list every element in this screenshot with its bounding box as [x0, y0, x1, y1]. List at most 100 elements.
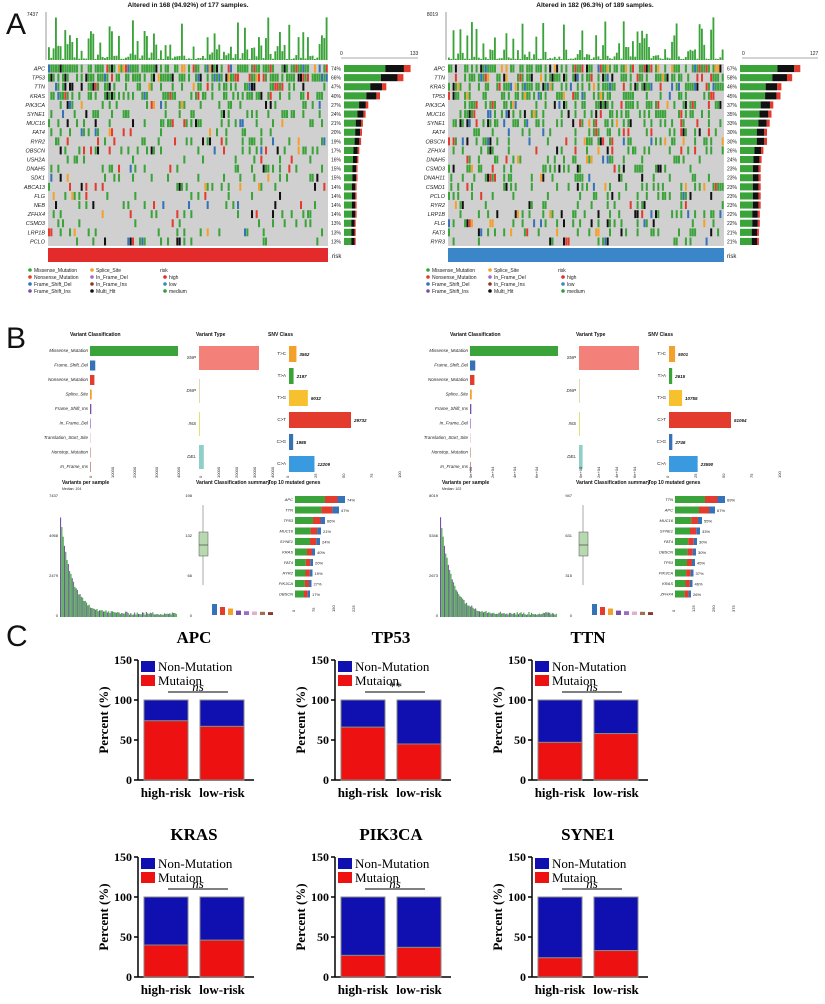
vcs-tick: 66 — [188, 573, 193, 578]
vt-tick: 4e+04 — [614, 466, 619, 478]
vps-bar — [74, 586, 76, 617]
mutation-cell — [648, 110, 651, 118]
mutation-cell — [57, 73, 60, 82]
vps-bar — [540, 614, 542, 617]
vc-label: In_Frame_Ins — [440, 464, 469, 469]
tmb-bar — [223, 51, 225, 60]
mutation-cell — [512, 219, 515, 228]
side-bar-segment — [752, 192, 759, 200]
mutation-cell — [143, 64, 146, 73]
vps-bar — [128, 614, 130, 617]
tmb-bar — [606, 55, 609, 60]
gene-label: KRAS — [430, 85, 445, 91]
vt-bar — [199, 412, 200, 436]
mutation-cell — [316, 146, 319, 155]
mutation-cell — [588, 137, 591, 146]
vps-bar — [114, 612, 116, 617]
mutation-cell — [666, 101, 669, 109]
mutation-cell — [225, 201, 228, 209]
side-bar-segment — [757, 210, 760, 218]
vc-label: In_Frame_Del — [59, 421, 89, 426]
side-bar-segment — [740, 228, 752, 236]
mutation-cell — [618, 164, 621, 173]
mutation-cell — [153, 101, 156, 109]
mutation-cell — [141, 64, 144, 73]
mutation-cell — [510, 82, 513, 91]
mutation-cell — [62, 110, 65, 118]
mutation-cell — [87, 64, 90, 73]
mutation-cell — [620, 73, 623, 82]
side-bars — [740, 65, 801, 245]
tmb-bar — [707, 58, 710, 60]
tmb-bar — [475, 28, 478, 60]
vps-bar — [76, 589, 78, 617]
y-tick-label: 0 — [126, 773, 132, 787]
vps-bar — [451, 579, 453, 617]
top-bar — [305, 559, 311, 566]
mutation-cell — [176, 228, 179, 237]
vps-bar — [488, 612, 490, 617]
top-bar — [332, 506, 339, 514]
mutation-cell — [286, 73, 289, 82]
mutation-cell — [318, 110, 321, 118]
mutation-cell — [581, 73, 584, 82]
mutation-cell — [507, 146, 510, 155]
side-bar-segment — [758, 183, 761, 191]
tmb-bar — [597, 56, 600, 60]
gene-percent: 22% — [727, 212, 738, 218]
mutation-cell — [717, 228, 720, 237]
vt-bar — [199, 445, 204, 469]
mutation-cell — [106, 82, 109, 91]
side-bar-segment — [355, 192, 357, 200]
tmb-bar — [698, 24, 701, 60]
gene-label: RYR3 — [431, 239, 446, 245]
mutation-cell — [710, 192, 713, 200]
mutation-cell — [549, 64, 552, 73]
mutation-cell — [684, 128, 687, 137]
vc-tick: 20000 — [132, 466, 137, 478]
mutation-cell — [269, 82, 272, 91]
mutation-cell — [530, 182, 533, 191]
mutation-cell — [620, 228, 623, 237]
tmb-bar — [76, 37, 78, 60]
y-tick-label: 50 — [120, 733, 132, 747]
side-bar-segment — [352, 165, 357, 173]
side-bar-segment — [382, 83, 387, 91]
mutation-cell — [178, 182, 181, 191]
vc-bar — [470, 375, 475, 385]
mutation-cell — [528, 64, 531, 73]
mutation-cell — [657, 64, 660, 73]
mutation-cell — [234, 119, 237, 128]
side-bar-segment — [356, 174, 358, 182]
mutation-cell — [218, 101, 221, 109]
vps-bar — [118, 612, 120, 617]
mutation-cell — [668, 128, 671, 137]
maf-summary-right: Variant ClassificationMissense_MutationF… — [424, 332, 782, 618]
mutation-cell — [125, 73, 128, 82]
mutation-cell — [50, 110, 53, 118]
vps-bar — [104, 611, 106, 617]
mutation-cell — [595, 128, 598, 137]
mutation-cell — [680, 192, 683, 200]
vps-bar — [533, 614, 535, 617]
mutation-cell — [625, 110, 628, 118]
mutation-cell — [473, 128, 476, 137]
mutation-cell — [487, 64, 490, 73]
mutation-cell — [295, 164, 298, 173]
mutation-cell — [535, 119, 538, 128]
mutation-cell — [160, 82, 163, 91]
mutation-cell — [448, 82, 450, 91]
mutation-cell — [227, 73, 230, 82]
tmb-bar — [638, 42, 641, 60]
mutation-cell — [583, 101, 586, 109]
top-gene-label: MUC16 — [659, 518, 673, 523]
top-gene-percent: 46% — [695, 582, 703, 587]
top-bar — [689, 580, 693, 587]
mutation-cell — [664, 64, 667, 73]
mutation-cell — [583, 91, 586, 100]
mutation-cell — [477, 82, 480, 91]
gene-label: FAT3 — [432, 230, 446, 236]
mutation-cell — [553, 64, 556, 73]
mutation-cell — [160, 64, 163, 73]
snv-bar — [289, 434, 294, 450]
